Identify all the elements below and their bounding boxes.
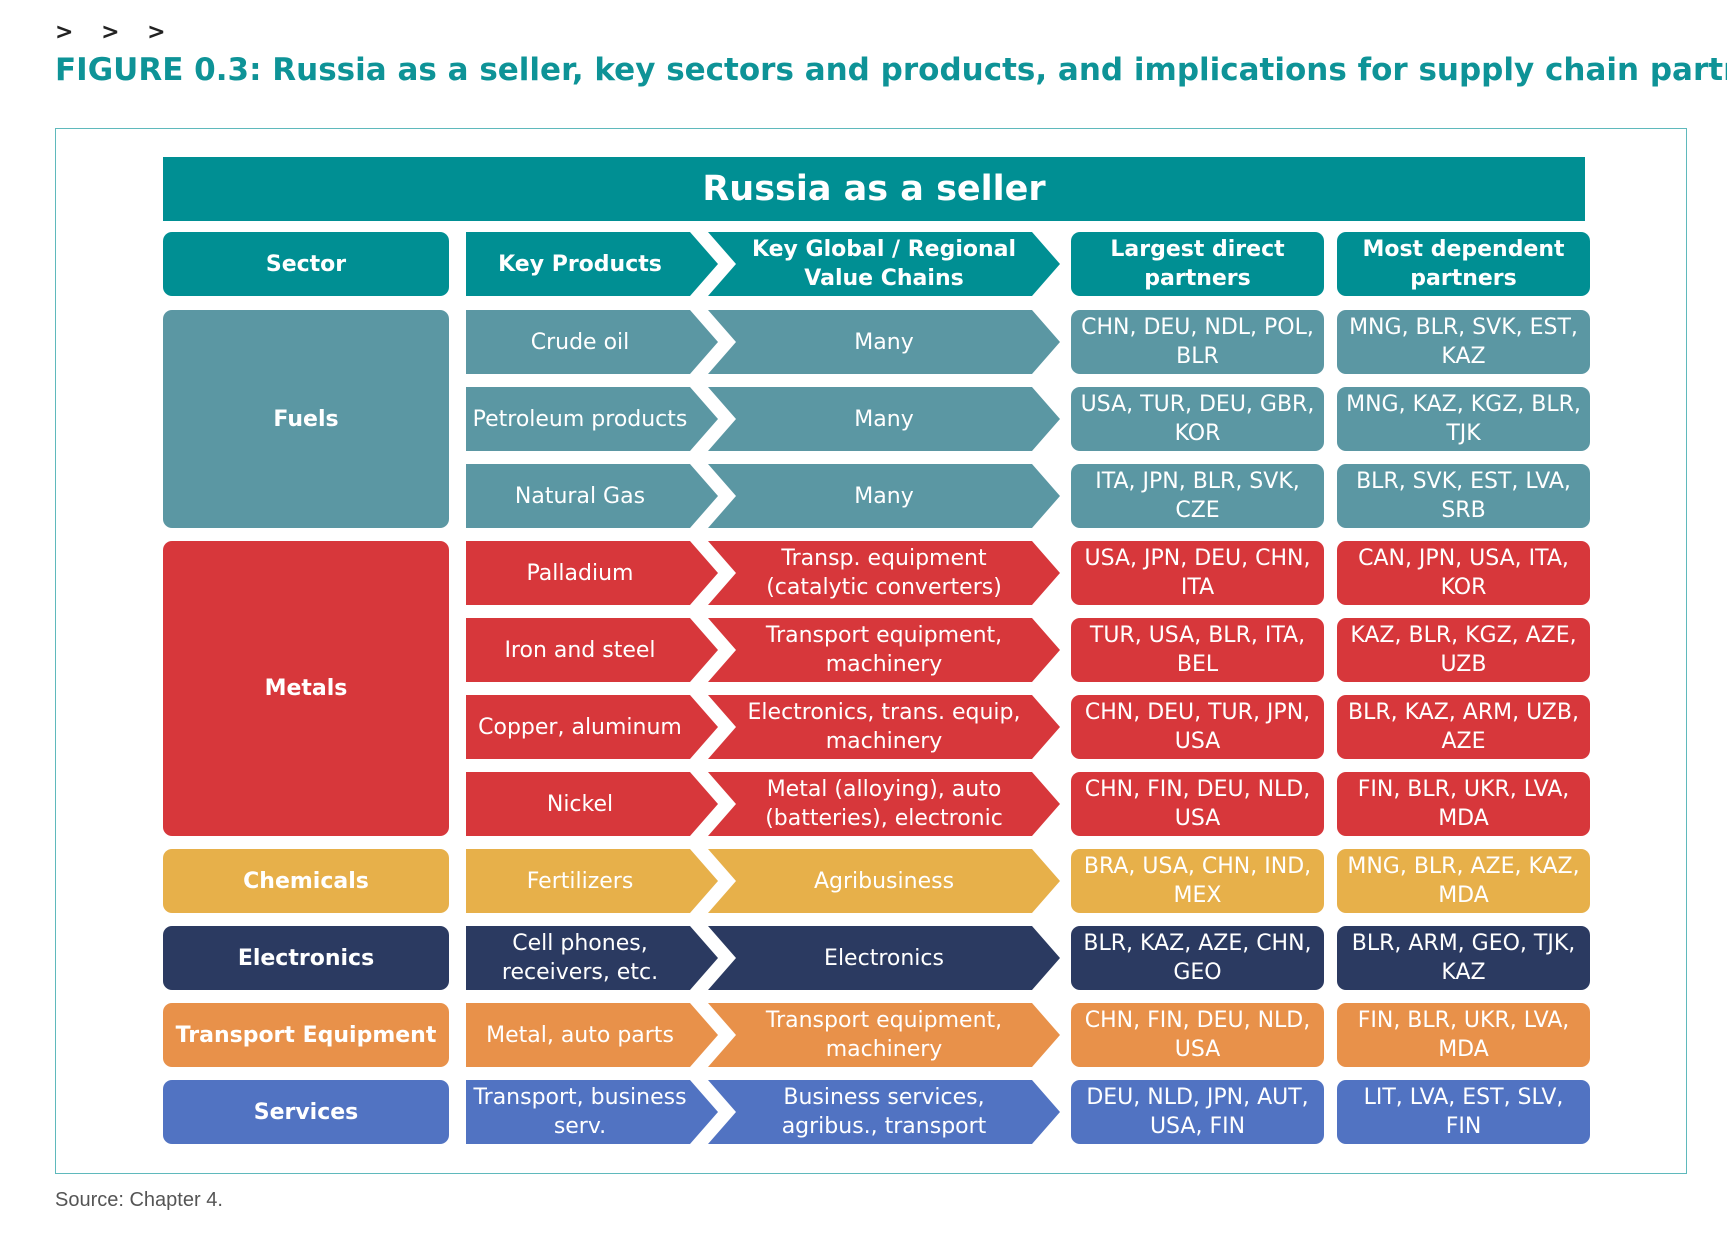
- dependent-partners-cell: BLR, SVK, EST, LVA, SRB: [1337, 464, 1590, 528]
- direct-partners-cell: USA, JPN, DEU, CHN, ITA: [1071, 541, 1324, 605]
- direct-partners-cell: CHN, DEU, NDL, POL, BLR: [1071, 310, 1324, 374]
- value-chain-cell: Electronics, trans. equip, machinery: [708, 695, 1060, 759]
- value-chain-cell: Transp. equipment (catalytic converters): [708, 541, 1060, 605]
- figure-title: FIGURE 0.3: Russia as a seller, key sect…: [55, 52, 1727, 88]
- value-chain-cell: Transport equipment, machinery: [708, 618, 1060, 682]
- dependent-partners-cell: BLR, ARM, GEO, TJK, KAZ: [1337, 926, 1590, 990]
- direct-partners-cell: BRA, USA, CHN, IND, MEX: [1071, 849, 1324, 913]
- product-cell: Petroleum products: [466, 387, 718, 451]
- product-cell: Copper, aluminum: [466, 695, 718, 759]
- dependent-partners-cell: KAZ, BLR, KGZ, AZE, UZB: [1337, 618, 1590, 682]
- dependent-partners-cell: FIN, BLR, UKR, LVA, MDA: [1337, 772, 1590, 836]
- product-cell: Crude oil: [466, 310, 718, 374]
- dependent-partners-cell: LIT, LVA, EST, SLV, FIN: [1337, 1080, 1590, 1144]
- sector-chemicals: Chemicals: [163, 849, 449, 913]
- value-chain-cell: Transport equipment, machinery: [708, 1003, 1060, 1067]
- header-value-chains: Key Global / Regional Value Chains: [708, 232, 1060, 296]
- dependent-partners-cell: MNG, BLR, SVK, EST, KAZ: [1337, 310, 1590, 374]
- dependent-partners-cell: MNG, KAZ, KGZ, BLR, TJK: [1337, 387, 1590, 451]
- header-key-products: Key Products: [466, 232, 718, 296]
- header-sector: Sector: [163, 232, 449, 296]
- source-note: Source: Chapter 4.: [55, 1189, 223, 1211]
- product-cell: Palladium: [466, 541, 718, 605]
- sector-metals: Metals: [163, 541, 449, 836]
- product-cell: Cell phones, receivers, etc.: [466, 926, 718, 990]
- sector-electronics: Electronics: [163, 926, 449, 990]
- direct-partners-cell: CHN, FIN, DEU, NLD, USA: [1071, 772, 1324, 836]
- direct-partners-cell: TUR, USA, BLR, ITA, BEL: [1071, 618, 1324, 682]
- header-largest-direct: Largest direct partners: [1071, 232, 1324, 296]
- product-cell: Transport, business serv.: [466, 1080, 718, 1144]
- chevron-decoration: > > >: [55, 20, 176, 45]
- figure-frame: [55, 128, 1687, 1174]
- dependent-partners-cell: CAN, JPN, USA, ITA, KOR: [1337, 541, 1590, 605]
- product-cell: Nickel: [466, 772, 718, 836]
- product-cell: Fertilizers: [466, 849, 718, 913]
- direct-partners-cell: USA, TUR, DEU, GBR, KOR: [1071, 387, 1324, 451]
- value-chain-cell: Many: [708, 310, 1060, 374]
- direct-partners-cell: ITA, JPN, BLR, SVK, CZE: [1071, 464, 1324, 528]
- direct-partners-cell: DEU, NLD, JPN, AUT, USA, FIN: [1071, 1080, 1324, 1144]
- value-chain-cell: Metal (alloying), auto (batteries), elec…: [708, 772, 1060, 836]
- value-chain-cell: Many: [708, 464, 1060, 528]
- value-chain-cell: Electronics: [708, 926, 1060, 990]
- product-cell: Metal, auto parts: [466, 1003, 718, 1067]
- product-cell: Natural Gas: [466, 464, 718, 528]
- sector-services: Services: [163, 1080, 449, 1144]
- direct-partners-cell: CHN, DEU, TUR, JPN, USA: [1071, 695, 1324, 759]
- value-chain-cell: Many: [708, 387, 1060, 451]
- direct-partners-cell: BLR, KAZ, AZE, CHN, GEO: [1071, 926, 1324, 990]
- sector-fuels: Fuels: [163, 310, 449, 528]
- dependent-partners-cell: MNG, BLR, AZE, KAZ, MDA: [1337, 849, 1590, 913]
- header-most-dependent: Most dependent partners: [1337, 232, 1590, 296]
- sector-transport-equipment: Transport Equipment: [163, 1003, 449, 1067]
- product-cell: Iron and steel: [466, 618, 718, 682]
- value-chain-cell: Agribusiness: [708, 849, 1060, 913]
- value-chain-cell: Business services, agribus., transport: [708, 1080, 1060, 1144]
- banner-title: Russia as a seller: [163, 157, 1585, 221]
- direct-partners-cell: CHN, FIN, DEU, NLD, USA: [1071, 1003, 1324, 1067]
- dependent-partners-cell: BLR, KAZ, ARM, UZB, AZE: [1337, 695, 1590, 759]
- dependent-partners-cell: FIN, BLR, UKR, LVA, MDA: [1337, 1003, 1590, 1067]
